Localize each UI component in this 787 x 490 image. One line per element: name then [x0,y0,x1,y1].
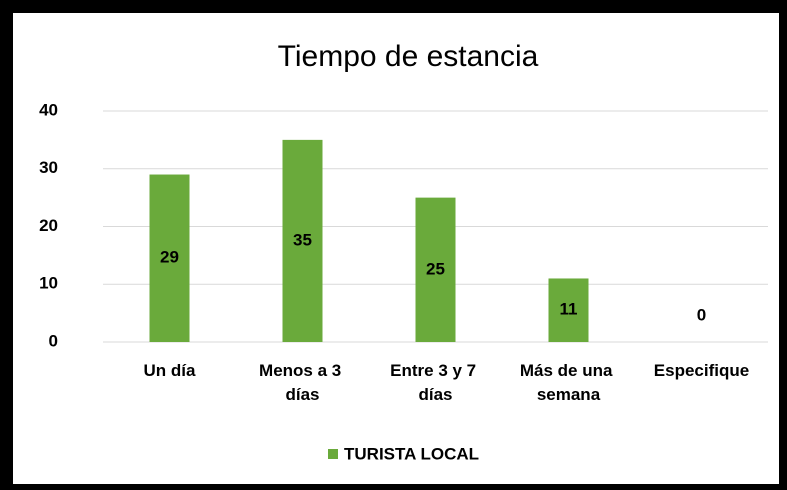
x-tick-line: Un día [144,361,196,380]
chart-area [13,13,779,484]
x-tick-label: Más de una semana [520,361,617,404]
data-label: 29 [160,248,179,267]
x-tick-line: Menos a 3 [259,361,346,380]
x-tick-line: días [285,385,319,404]
chart-title: Tiempo de estancia [278,40,539,73]
data-label: 11 [560,300,578,319]
y-tick-label: 0 [49,331,58,350]
bar [149,174,190,342]
x-tick-line: semana [537,385,601,404]
data-label: 25 [426,259,445,278]
legend-swatch [328,449,338,459]
x-tick-label: Entre 3 y 7 días [390,361,481,404]
bar [282,139,323,342]
x-tick-line: Especifique [654,361,749,380]
x-tick-label: Un día [144,361,196,380]
y-tick-label: 40 [39,100,58,119]
y-tick-label: 20 [39,216,58,235]
x-tick-line: Más de una [520,361,617,380]
y-tick-label: 10 [39,274,58,293]
legend-label: TURISTA LOCAL [344,444,479,463]
data-label: 0 [697,305,706,324]
x-tick-label: Menos a 3 días [259,361,346,404]
y-tick-label: 30 [39,158,58,177]
bar [548,278,589,342]
bar [415,197,456,342]
x-tick-line: Entre 3 y 7 [390,361,481,380]
x-tick-label: Especifique [654,361,749,380]
data-label: 35 [293,230,312,249]
x-tick-line: días [418,385,452,404]
